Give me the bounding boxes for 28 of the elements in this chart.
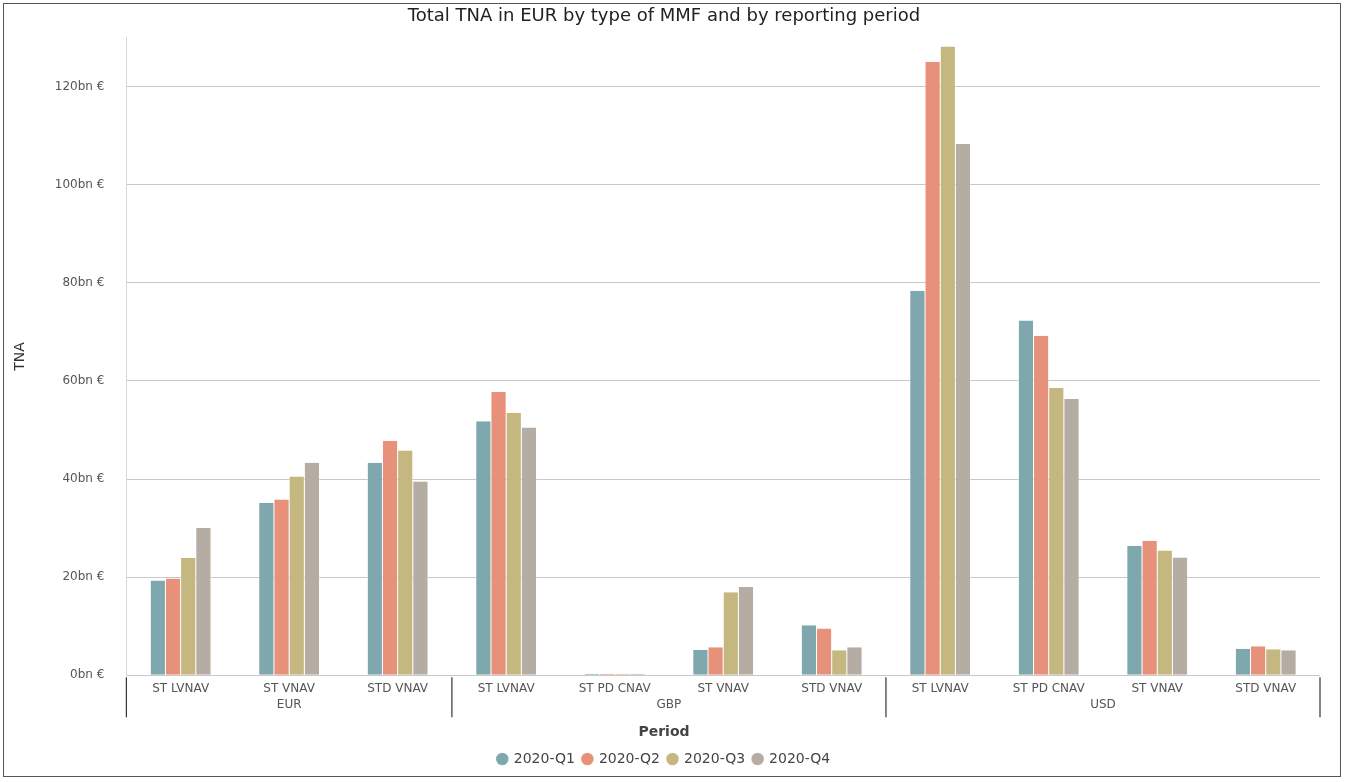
x-tick-label: ST VNAV [1131, 680, 1184, 695]
y-tick-label: 100bn € [54, 176, 105, 191]
x-tick-label: ST VNAV [263, 680, 316, 695]
x-tick-label: ST LVNAV [477, 680, 536, 695]
y-tick-label: 0bn € [70, 667, 105, 682]
x-tick-label: ST LVNAV [911, 680, 970, 695]
legend-label: 2020-Q1 [513, 749, 575, 766]
y-axis-title: TNA [11, 341, 28, 372]
x-tick-label: ST LVNAV [152, 680, 210, 695]
text: USD [1090, 697, 1116, 712]
x-tick-label: ST PD CNAV [1012, 680, 1086, 695]
legend-label: 2020-Q3 [684, 749, 746, 766]
legend-label: 2020-Q4 [769, 749, 831, 766]
y-tick-label: 80bn € [62, 274, 105, 289]
text: GBP [656, 697, 682, 712]
legend-title: Period [638, 722, 690, 739]
x-tick-label: STD VNAV [1235, 680, 1297, 695]
text: EUR [276, 697, 302, 712]
y-tick-label: 40bn € [62, 471, 105, 486]
x-tick-label: ST VNAV [697, 680, 750, 695]
x-tick-label: ST PD CNAV [578, 680, 652, 695]
y-tick-label: 120bn € [54, 78, 105, 93]
chart-title: Total TNA in EUR by type of MMF and by reporting period [406, 4, 921, 26]
legend-label: 2020-Q2 [598, 749, 660, 766]
y-tick-label: 60bn € [62, 373, 105, 388]
x-tick-label: STD VNAV [367, 680, 429, 695]
x-tick-label: STD VNAV [801, 680, 863, 695]
y-tick-label: 20bn € [62, 569, 105, 584]
